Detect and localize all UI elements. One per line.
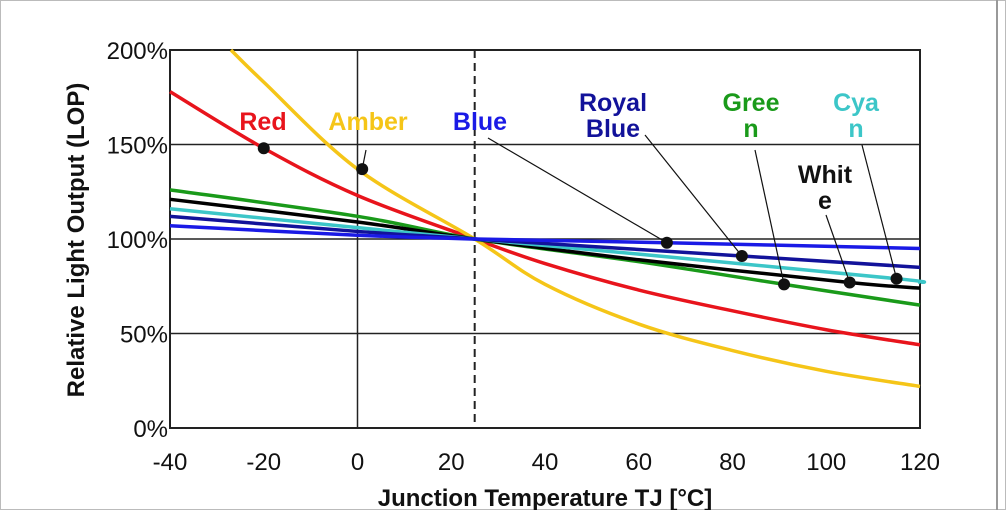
y-tick-label: 150% [107, 133, 168, 160]
x-tick-label: 60 [625, 449, 652, 476]
leader-line-white [825, 214, 851, 283]
label-royal-blue: Royal [579, 89, 647, 117]
markers [257, 142, 903, 291]
series-line-amber [229, 48, 921, 389]
y-tick-label: 50% [120, 322, 168, 349]
series-line-red [169, 90, 921, 347]
leader-line-royal-blue [644, 134, 743, 257]
series-line-blue [169, 224, 921, 251]
x-tick-label: 100 [806, 449, 846, 476]
tick-labels: -40 -20 0 20 40 60 80 100 120 0% 50% 100% 150% 200% [107, 38, 940, 476]
leader-lines [361, 134, 898, 285]
y-tick-label: 100% [107, 227, 168, 254]
label-blue: Blue [453, 108, 507, 136]
label-red: Red [239, 108, 286, 136]
x-tick-label: 0 [351, 449, 364, 476]
label-amber: Amber [328, 108, 407, 136]
x-tick-label: 20 [438, 449, 465, 476]
leader-line-cyan [861, 144, 898, 279]
label-royal-blue: Blue [586, 115, 640, 143]
label-green: Gree [723, 89, 780, 117]
label-cyan: Cya [833, 89, 880, 117]
x-tick-label: -20 [246, 449, 281, 476]
x-tick-label: -40 [153, 449, 188, 476]
label-green: n [743, 115, 758, 143]
marker-red [257, 142, 270, 155]
marker-green [778, 278, 791, 291]
leader-line-blue [487, 137, 668, 244]
series-lines [169, 48, 927, 389]
x-axis-label: Junction Temperature TJ [°C] [378, 485, 713, 510]
marker-amber [356, 163, 369, 176]
x-tick-label: 40 [532, 449, 559, 476]
y-tick-label: 0% [133, 416, 168, 443]
label-white: Whit [798, 161, 853, 189]
x-tick-label: 80 [719, 449, 746, 476]
grid [169, 49, 921, 429]
marker-cyan [890, 272, 903, 285]
marker-royal-blue [735, 250, 748, 263]
marker-blue [660, 236, 673, 249]
label-cyan: n [848, 115, 863, 143]
y-tick-label: 200% [107, 38, 168, 65]
y-axis-label: Relative Light Output (LOP) [63, 83, 90, 398]
marker-white [843, 276, 856, 289]
x-tick-label: 120 [900, 449, 940, 476]
leader-line-green [754, 149, 785, 285]
label-white: e [818, 187, 832, 215]
